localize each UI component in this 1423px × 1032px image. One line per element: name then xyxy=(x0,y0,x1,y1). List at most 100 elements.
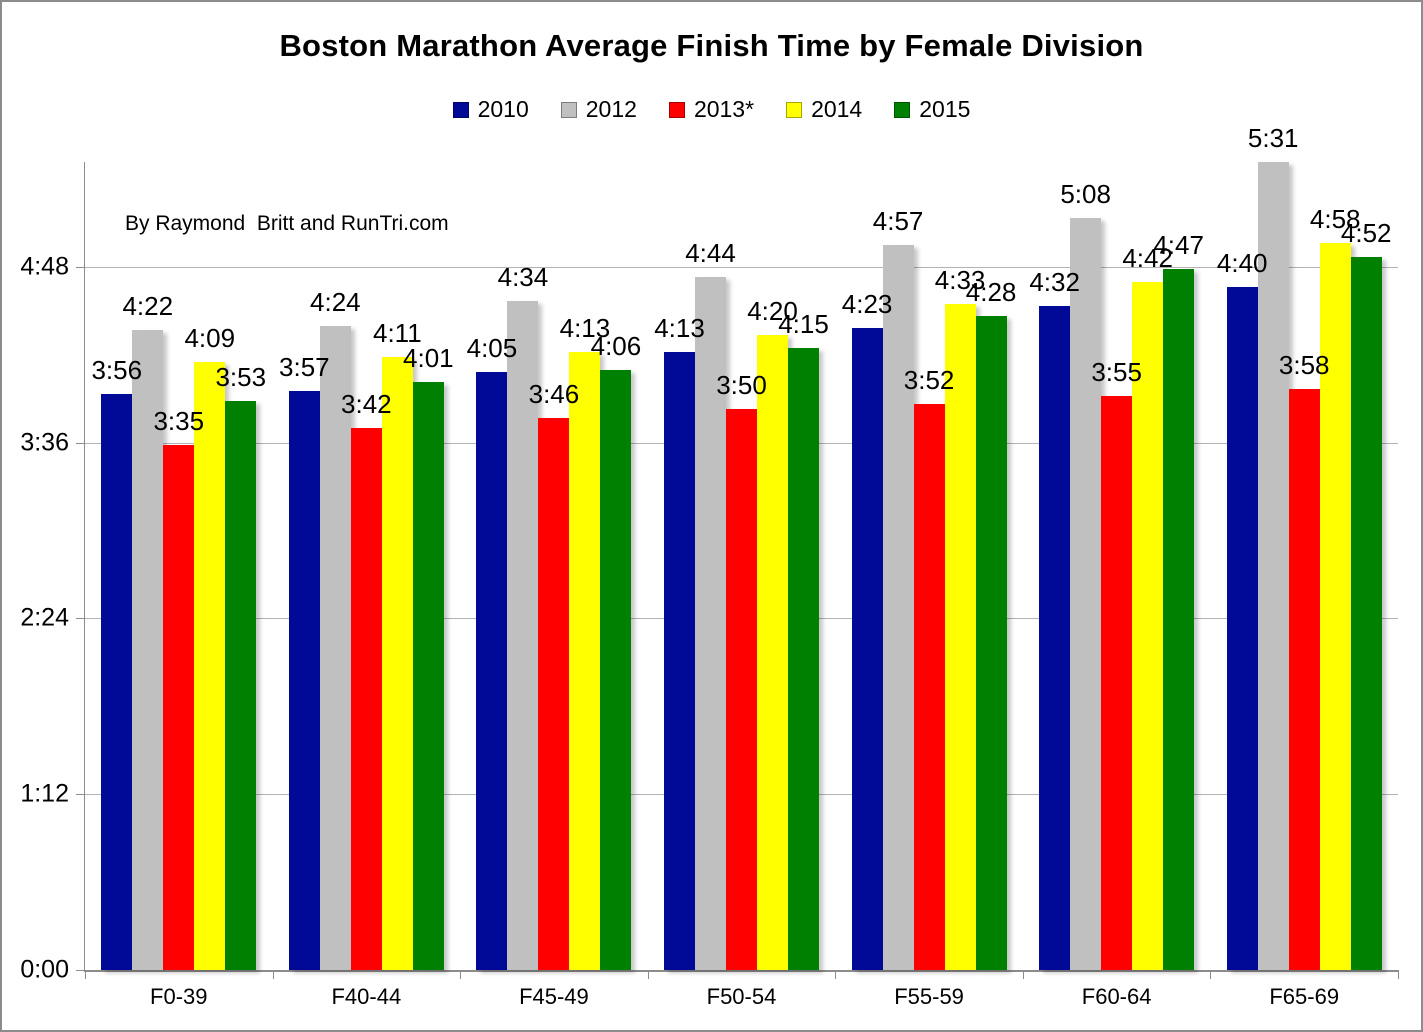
bar-2012-F65-69 xyxy=(1257,162,1289,970)
x-axis-label: F60-64 xyxy=(1081,984,1152,1009)
bar-2015-F0-39 xyxy=(225,401,257,970)
bar-value-label: 3:35 xyxy=(153,406,205,437)
y-axis-label: 1:12 xyxy=(20,779,69,808)
bar-2014-F40-44 xyxy=(381,357,413,970)
annotation-credit: By Raymond Britt and RunTri.com xyxy=(125,212,449,235)
y-axis-tick xyxy=(76,618,85,620)
bar-value-label: 3:55 xyxy=(1091,357,1142,388)
x-axis-tick xyxy=(85,970,86,979)
bar-2013-F45-49 xyxy=(538,418,570,970)
gridline xyxy=(85,266,1398,268)
y-axis-label: 0:00 xyxy=(20,955,69,984)
legend-item-2010: 2010 xyxy=(452,96,529,123)
bar-value-label: 3:52 xyxy=(903,364,955,395)
legend-swatch-2013 xyxy=(668,101,685,118)
bar-2012-F60-64 xyxy=(1070,218,1102,970)
bar-value-label: 4:09 xyxy=(184,323,236,354)
legend-item-2015: 2015 xyxy=(894,96,970,123)
x-axis-label: F45-49 xyxy=(519,984,589,1009)
bar-2010-F40-44 xyxy=(288,391,320,970)
bar-2012-F50-54 xyxy=(695,276,726,970)
bar-value-label: 5:08 xyxy=(1060,179,1111,210)
bar-value-label: 4:05 xyxy=(466,332,518,363)
bar-value-label: 4:13 xyxy=(559,313,611,344)
x-axis-tick xyxy=(1398,970,1399,979)
legend-item-2013: 2013* xyxy=(668,96,755,123)
legend-swatch-2012 xyxy=(560,101,577,118)
bar-value-label: 4:01 xyxy=(403,342,454,373)
legend-item-2014: 2014 xyxy=(786,96,862,123)
bar-2014-F55-59 xyxy=(944,303,976,970)
bar-value-label: 3:46 xyxy=(528,379,580,410)
bar-value-label: 4:34 xyxy=(497,262,549,293)
bar-2015-F50-54 xyxy=(788,347,819,970)
bar-value-label: 4:23 xyxy=(841,289,893,319)
legend-item-2012: 2012 xyxy=(560,96,637,123)
bar-value-label: 3:50 xyxy=(716,369,767,400)
legend-label: 2010 xyxy=(477,96,529,122)
y-axis-tick xyxy=(76,970,85,971)
legend-label: 2012 xyxy=(585,96,637,122)
bar-2010-F50-54 xyxy=(664,352,695,970)
x-axis-label: F65-69 xyxy=(1269,984,1340,1009)
x-axis-tick xyxy=(460,970,462,979)
bar-2014-F60-64 xyxy=(1132,281,1164,970)
legend-swatch-2015 xyxy=(894,101,911,118)
x-axis-tick xyxy=(647,970,649,979)
bar-value-label: 3:57 xyxy=(279,352,330,383)
plot-area: 0:00 1:12 2:24 3:36 4:48 F0-39 F40-44 F45-49 F50… xyxy=(20,123,1399,1009)
bar-2012-F45-49 xyxy=(507,301,539,970)
bar-value-label: 4:44 xyxy=(685,237,736,268)
bar-value-label: 4:13 xyxy=(654,313,705,344)
bar-2013-F40-44 xyxy=(350,428,382,970)
bar-2013-F60-64 xyxy=(1101,396,1133,970)
x-axis-tick xyxy=(1210,970,1212,979)
bar-value-label: 3:42 xyxy=(341,389,392,420)
legend-label: 2014 xyxy=(811,96,863,122)
legend-swatch-2010 xyxy=(452,101,469,118)
bar-2015-F60-64 xyxy=(1163,269,1195,970)
bar-value-label: 3:56 xyxy=(91,354,143,385)
bar-2015-F65-69 xyxy=(1350,257,1382,970)
bar-value-label: 4:47 xyxy=(1153,230,1204,261)
bar-2015-F40-44 xyxy=(412,381,444,970)
bar-value-label: 4:40 xyxy=(1216,247,1268,278)
bar-2012-F55-59 xyxy=(882,245,914,970)
x-axis-label: F55-59 xyxy=(894,984,964,1009)
bar-2010-F55-59 xyxy=(851,328,883,970)
bar-2013-F50-54 xyxy=(726,408,757,970)
bar-value-label: 4:15 xyxy=(778,308,829,339)
bar-value-label: 4:11 xyxy=(373,318,422,349)
bar-value-label: 4:28 xyxy=(965,276,1017,307)
legend-label: 2013* xyxy=(693,96,755,122)
y-axis-tick xyxy=(76,794,85,796)
bar-2015-F55-59 xyxy=(975,315,1007,970)
bar-value-label: 4:22 xyxy=(122,291,174,322)
y-axis-tick xyxy=(76,442,85,444)
legend-swatch-2014 xyxy=(786,101,803,118)
legend: 2010 2012 2013* 2014 2015 xyxy=(2,96,1421,123)
y-axis-label: 4:48 xyxy=(20,252,69,281)
bar-2014-F0-39 xyxy=(194,362,226,970)
y-axis-label: 2:24 xyxy=(20,603,69,632)
bar-2013-F0-39 xyxy=(163,445,195,970)
x-axis-label: F50-54 xyxy=(706,984,777,1009)
bar-value-label: 4:42 xyxy=(1122,242,1173,273)
bar-value-label: 3:58 xyxy=(1278,350,1330,381)
bar-value-label: 5:31 xyxy=(1247,123,1299,153)
bar-value-label: 4:20 xyxy=(747,296,798,327)
bar-2013-F65-69 xyxy=(1288,389,1320,970)
bar-2010-F45-49 xyxy=(476,371,508,970)
bar-2010-F60-64 xyxy=(1039,306,1071,970)
y-axis-label: 3:36 xyxy=(20,428,69,457)
bar-2015-F45-49 xyxy=(600,369,632,970)
bar-2013-F55-59 xyxy=(913,403,945,970)
legend-label: 2015 xyxy=(919,96,971,122)
x-axis-tick xyxy=(272,970,274,979)
chart-title: Boston Marathon Average Finish Time by F… xyxy=(279,28,1144,63)
bar-value-label: 4:24 xyxy=(310,286,361,317)
bar-value-label: 4:06 xyxy=(590,330,642,361)
x-axis-label: F40-44 xyxy=(331,984,402,1009)
bar-2012-F0-39 xyxy=(132,330,164,970)
